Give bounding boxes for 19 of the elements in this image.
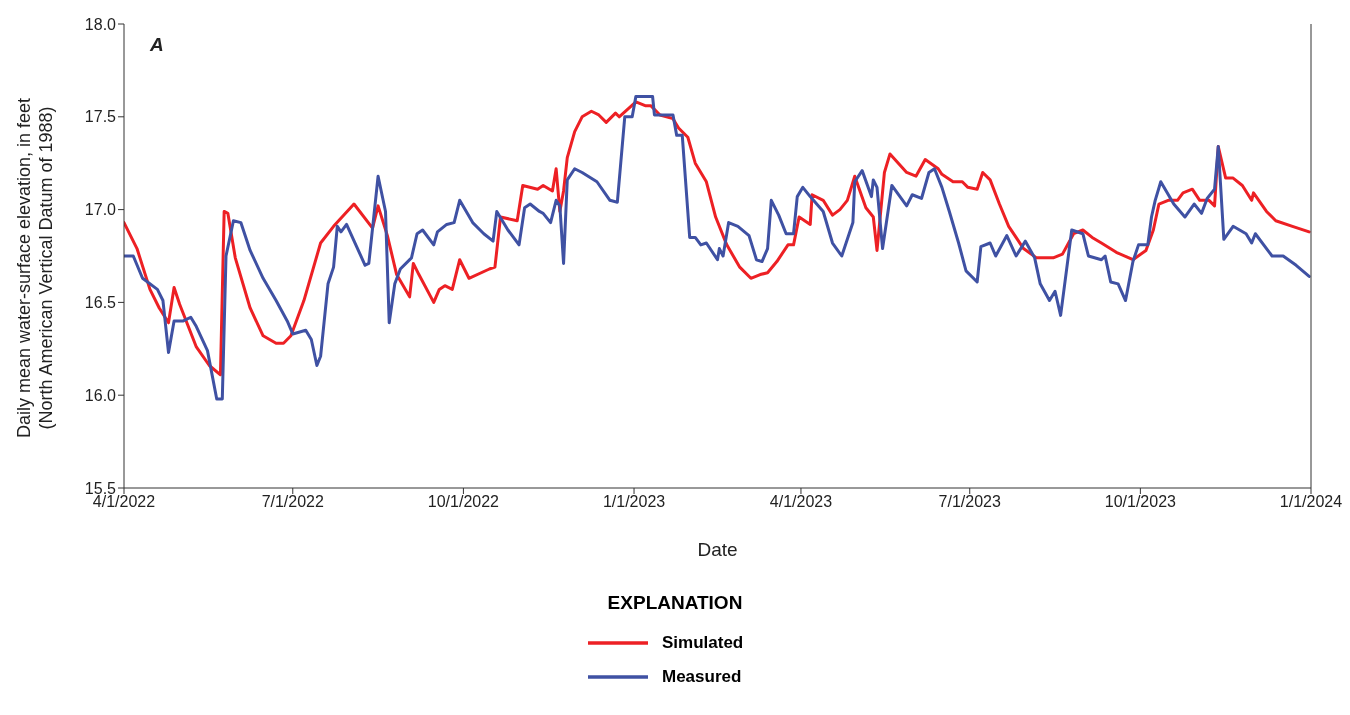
x-tick-label: 4/1/2022	[92, 493, 156, 511]
y-axis-title: Daily mean water-surface elevation, in feet (North American Vertical Datum of 1988)	[13, 97, 57, 438]
annotation: A	[150, 34, 164, 56]
x-tick-label: 1/1/2024	[1279, 493, 1343, 511]
y-tick-label: 17.5	[84, 108, 117, 126]
y-tick-label: 18.0	[84, 15, 117, 33]
x-tick-label: 4/1/2023	[769, 493, 833, 511]
y-tick-label: 17.0	[84, 201, 117, 219]
x-tick-label: 10/1/2023	[1104, 493, 1177, 511]
x-tick-label: 7/1/2023	[938, 493, 1001, 511]
x-axis-title: Date	[697, 539, 738, 560]
x-tick-label: 1/1/2023	[602, 493, 666, 511]
legend-label: Measured	[662, 667, 743, 687]
y-tick-label: 16.5	[84, 294, 117, 312]
legend-label: Simulated	[662, 633, 745, 653]
x-tick-label: 10/1/2022	[427, 493, 500, 511]
x-tick-label: 7/1/2022	[261, 493, 325, 511]
legend-title: EXPLANATION	[607, 592, 743, 614]
y-tick-label: 16.0	[84, 386, 117, 404]
